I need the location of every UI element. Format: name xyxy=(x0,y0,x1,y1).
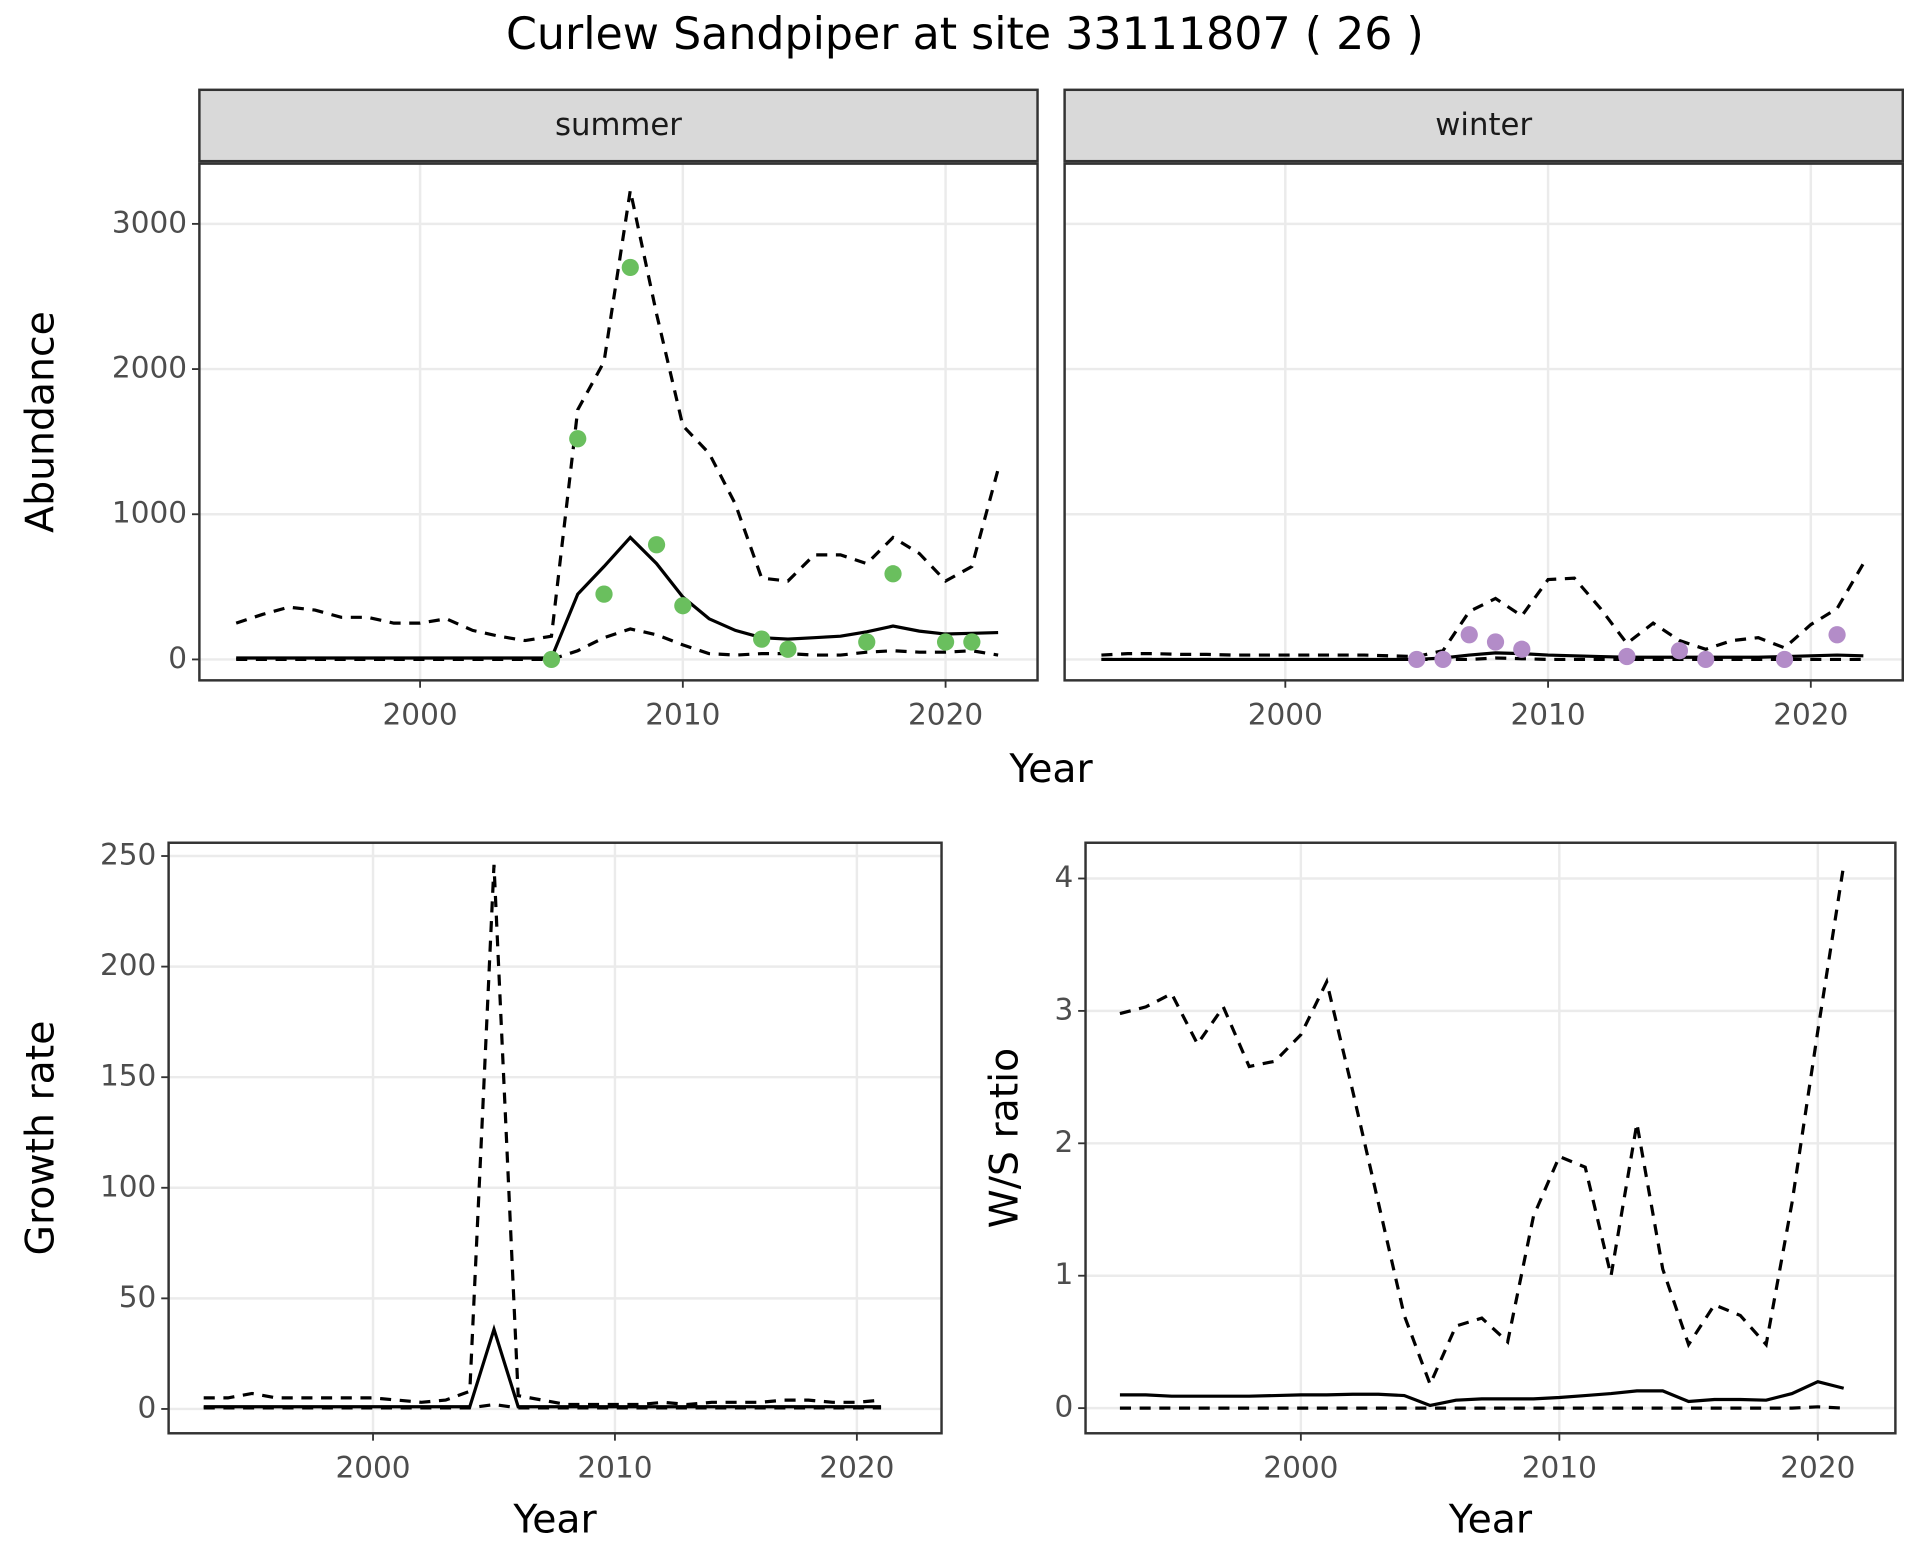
data-point xyxy=(936,633,955,651)
y-tick-label: 0 xyxy=(138,1390,157,1424)
panel-background xyxy=(199,163,1038,681)
series-line xyxy=(1119,1405,1844,1410)
data-point xyxy=(1670,642,1689,660)
data-point xyxy=(542,650,561,669)
x-tick-label: 2010 xyxy=(577,1450,652,1484)
facet-strip xyxy=(1063,88,1905,163)
y-tick-label: 4 xyxy=(1054,860,1073,894)
y-tick-label: 250 xyxy=(100,838,156,872)
y-tick-label: 100 xyxy=(100,1169,156,1203)
data-point xyxy=(674,597,692,615)
x-tick-label: 2010 xyxy=(1510,698,1585,732)
facet-strip xyxy=(198,88,1039,163)
panel-background xyxy=(1064,163,1903,681)
y-tick-label: 0 xyxy=(1054,1390,1073,1424)
panel-border xyxy=(1084,841,1897,1435)
panel-border xyxy=(1063,162,1905,682)
y-tick-label: 0 xyxy=(168,641,187,675)
data-point xyxy=(569,430,587,448)
data-point xyxy=(753,630,771,648)
data-point xyxy=(1513,640,1531,658)
x-tick-label: 2020 xyxy=(908,698,983,732)
data-point xyxy=(1434,650,1452,669)
facet-label: summer xyxy=(555,107,682,143)
series-line xyxy=(1119,865,1846,1389)
x-tick-label: 2010 xyxy=(645,698,720,732)
data-point xyxy=(1486,633,1505,651)
data-point xyxy=(595,585,613,603)
data-point xyxy=(1828,626,1846,644)
x-axis-title: Year xyxy=(1008,746,1093,792)
y-axis-title: W/S ratio xyxy=(981,1048,1027,1228)
y-tick-label: 2000 xyxy=(112,351,187,385)
panel-background xyxy=(1085,842,1896,1434)
panel-background xyxy=(168,842,942,1434)
y-tick-label: 3000 xyxy=(112,205,187,239)
panel-border xyxy=(198,162,1039,682)
x-tick-label: 2000 xyxy=(1263,1450,1338,1484)
y-tick-label: 3 xyxy=(1054,992,1073,1026)
panel-border xyxy=(167,841,943,1435)
y-tick-label: 200 xyxy=(100,948,156,982)
x-tick-label: 2020 xyxy=(1773,698,1848,732)
data-point xyxy=(1775,650,1794,669)
x-tick-label: 2000 xyxy=(1248,698,1323,732)
series-line xyxy=(1119,1379,1845,1408)
data-point xyxy=(1697,650,1715,669)
data-point xyxy=(621,258,639,277)
series-line xyxy=(1101,562,1865,659)
data-point xyxy=(963,633,981,651)
data-point xyxy=(1618,647,1636,666)
x-tick-label: 2010 xyxy=(1522,1450,1597,1484)
data-point xyxy=(779,640,797,658)
x-axis-title: Year xyxy=(1448,1496,1533,1542)
x-tick-label: 2000 xyxy=(335,1450,410,1484)
data-point xyxy=(858,633,876,651)
y-tick-label: 50 xyxy=(119,1280,157,1314)
figure-title: Curlew Sandpiper at site 33111807 ( 26 ) xyxy=(506,9,1424,60)
series-line xyxy=(235,190,1000,643)
y-axis-title: Abundance xyxy=(18,311,64,533)
data-point xyxy=(884,565,902,583)
data-point xyxy=(1408,650,1426,669)
data-point xyxy=(1460,626,1478,644)
series-line xyxy=(236,627,999,662)
y-tick-label: 1000 xyxy=(112,496,187,530)
series-line xyxy=(203,864,882,1407)
y-tick-label: 1 xyxy=(1054,1257,1073,1291)
x-tick-label: 2020 xyxy=(1780,1450,1855,1484)
x-axis-title: Year xyxy=(512,1496,597,1542)
series-line xyxy=(1101,656,1864,662)
y-tick-label: 2 xyxy=(1054,1125,1073,1159)
x-tick-label: 2020 xyxy=(819,1450,894,1484)
x-tick-label: 2000 xyxy=(383,698,458,732)
y-axis-title: Growth rate xyxy=(18,1021,64,1256)
facet-label: winter xyxy=(1435,107,1532,143)
data-point xyxy=(647,536,666,554)
series-line xyxy=(203,1402,882,1410)
y-tick-label: 150 xyxy=(100,1059,156,1093)
